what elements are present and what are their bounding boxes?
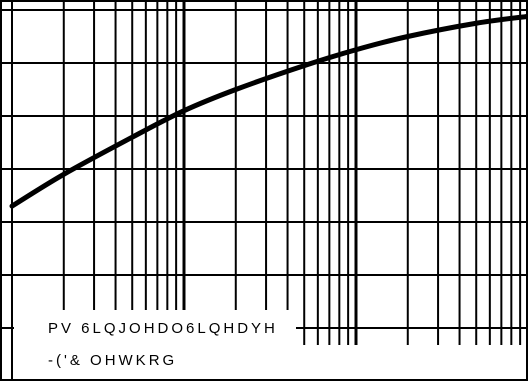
series-line xyxy=(9,13,528,209)
annotation-layer: PV 6LQJOHDO6LQHDYH -('& OHWKRG xyxy=(14,310,528,379)
annotation-2: -('& OHWKRG xyxy=(48,352,177,369)
annotation-1: PV 6LQJOHDO6LQHDYH xyxy=(48,320,278,337)
annotation-1-background xyxy=(14,310,296,345)
series-layer xyxy=(9,13,528,209)
annotation-2-background xyxy=(14,345,528,379)
